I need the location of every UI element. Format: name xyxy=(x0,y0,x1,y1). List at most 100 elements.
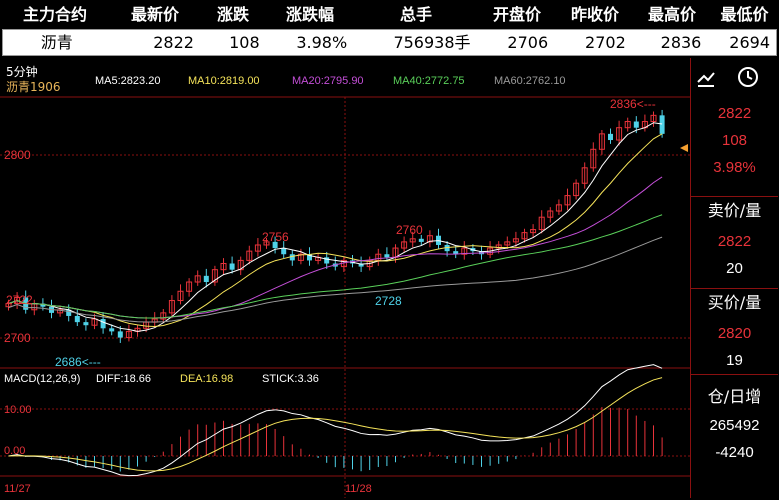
quote-header: 主力合约 最新价 涨跌 涨跌幅 总手 开盘价 昨收价 最高价 最低价 xyxy=(0,0,779,29)
candle-body xyxy=(521,232,528,240)
bid-volume: 19 xyxy=(726,352,743,369)
header-value-6: 2702 xyxy=(585,33,626,52)
annotation-high: 2836<--- xyxy=(610,97,656,111)
candle-body xyxy=(324,257,330,264)
candle-body xyxy=(409,238,416,243)
annotation-2756: 2756 xyxy=(262,230,289,244)
right-panel: 2822 108 3.98% 卖价/量 2822 20 买价/量 2820 19… xyxy=(690,97,778,498)
candle-body xyxy=(194,275,201,283)
annotation-2760: 2760 xyxy=(396,223,423,237)
candle-body xyxy=(66,309,72,316)
bid-box: 买价/量 2820 19 xyxy=(691,289,778,375)
header-label-4: 总手 xyxy=(399,5,432,24)
candle-body xyxy=(14,296,21,305)
macd-label: MACD(12,26,9) xyxy=(4,373,80,385)
candle-body xyxy=(281,248,287,255)
candle-body xyxy=(418,238,424,242)
side-pct: 3.98% xyxy=(713,159,756,176)
ma40-label: MA40:2772.75 xyxy=(393,75,465,87)
candle-body xyxy=(74,315,80,323)
ask-price: 2822 xyxy=(717,233,752,250)
candle-body xyxy=(109,328,115,332)
date-label-1127: 11/27 xyxy=(4,483,31,495)
header-label-6: 昨收价 xyxy=(570,5,619,24)
header-label-8: 最低价 xyxy=(720,5,769,24)
annotation-low: 2686<--- xyxy=(55,355,101,369)
current-price-marker xyxy=(680,144,688,152)
toolbar-icons xyxy=(690,58,779,97)
quote-values-row: 沥青 2822 108 3.98% 756938手 2706 2702 2836 2694 xyxy=(2,29,777,56)
header-label-7: 最高价 xyxy=(647,5,696,24)
candle-body xyxy=(272,241,278,249)
symbol-label: 沥青1906 xyxy=(6,80,61,94)
header-value-2: 108 xyxy=(229,33,260,52)
macd-dea: DEA:16.98 xyxy=(180,373,233,385)
candle-body xyxy=(530,229,537,234)
header-label-0: 主力合约 xyxy=(22,5,87,24)
candle-body xyxy=(100,319,106,329)
ma60-line xyxy=(8,236,663,323)
candle-body xyxy=(495,244,502,249)
bid-price: 2820 xyxy=(717,325,752,342)
trend-draw-icon[interactable] xyxy=(695,67,717,89)
candle-body xyxy=(229,263,235,270)
macd-bars-group xyxy=(16,407,663,472)
bid-label: 买价/量 xyxy=(707,293,762,312)
ask-box: 卖价/量 2822 20 xyxy=(691,197,778,289)
candle-body xyxy=(263,241,270,246)
candle-body xyxy=(83,322,89,326)
open-interest-box: 仓/日增 265492 -4240 xyxy=(691,375,778,498)
candle-body xyxy=(590,148,597,169)
candle-body xyxy=(297,253,304,261)
side-price: 2822 xyxy=(717,105,752,122)
ask-volume: 20 xyxy=(726,260,743,277)
ma40-line xyxy=(8,214,663,319)
candle-body xyxy=(538,216,545,231)
header-label-1: 最新价 xyxy=(130,5,179,24)
macd-axis-10: 10.00 xyxy=(4,404,32,416)
candle-body xyxy=(504,241,511,246)
price-box: 2822 108 3.98% xyxy=(691,97,778,197)
candle-body xyxy=(512,238,519,243)
header-value-5: 2706 xyxy=(507,33,549,52)
candle-body xyxy=(117,331,123,338)
candle-body xyxy=(564,195,571,206)
candle-body xyxy=(616,127,623,141)
candle-body xyxy=(211,269,218,283)
header-value-3: 3.98% xyxy=(296,33,348,52)
ma60-label: MA60:2762.10 xyxy=(494,75,566,87)
candle-body xyxy=(426,235,433,243)
candle-body xyxy=(624,121,631,129)
header-value-0: 沥青 xyxy=(40,33,73,52)
ma5-label: MA5:2823.20 xyxy=(95,75,160,87)
candle-body xyxy=(237,259,244,271)
candle-body xyxy=(186,281,193,292)
candle-body xyxy=(547,210,554,218)
annotation-2722: 2722 xyxy=(6,293,33,307)
macd-stick: STICK:3.36 xyxy=(262,373,319,385)
period-label[interactable]: 5分钟 xyxy=(6,64,38,79)
candle-body xyxy=(177,290,184,302)
annotation-2728: 2728 xyxy=(375,294,402,308)
candle-body xyxy=(598,133,605,150)
header-label-5: 开盘价 xyxy=(492,5,541,24)
oi-value: 265492 xyxy=(709,417,760,434)
candle-body xyxy=(160,312,167,320)
clock-icon[interactable] xyxy=(737,66,759,88)
kline-chart[interactable]: 5分钟 沥青1906 MA5:2823.20 MA10:2819.00 MA20… xyxy=(0,58,690,498)
side-change: 108 xyxy=(721,132,748,149)
price-axis-2800: 2800 xyxy=(4,148,31,162)
candle-body xyxy=(608,133,613,141)
oi-change: -4240 xyxy=(715,444,754,461)
candle-body xyxy=(125,330,132,339)
header-value-1: 2822 xyxy=(153,33,194,52)
candle-body xyxy=(203,275,209,283)
oi-label: 仓/日增 xyxy=(707,387,762,406)
candle-body xyxy=(358,263,364,267)
header-value-8: 2694 xyxy=(729,33,771,52)
header-label-2: 涨跌 xyxy=(216,5,249,24)
candle-body xyxy=(168,300,175,314)
candle-body xyxy=(289,254,295,261)
ma10-label: MA10:2819.00 xyxy=(188,75,260,87)
candle-body xyxy=(461,247,468,255)
